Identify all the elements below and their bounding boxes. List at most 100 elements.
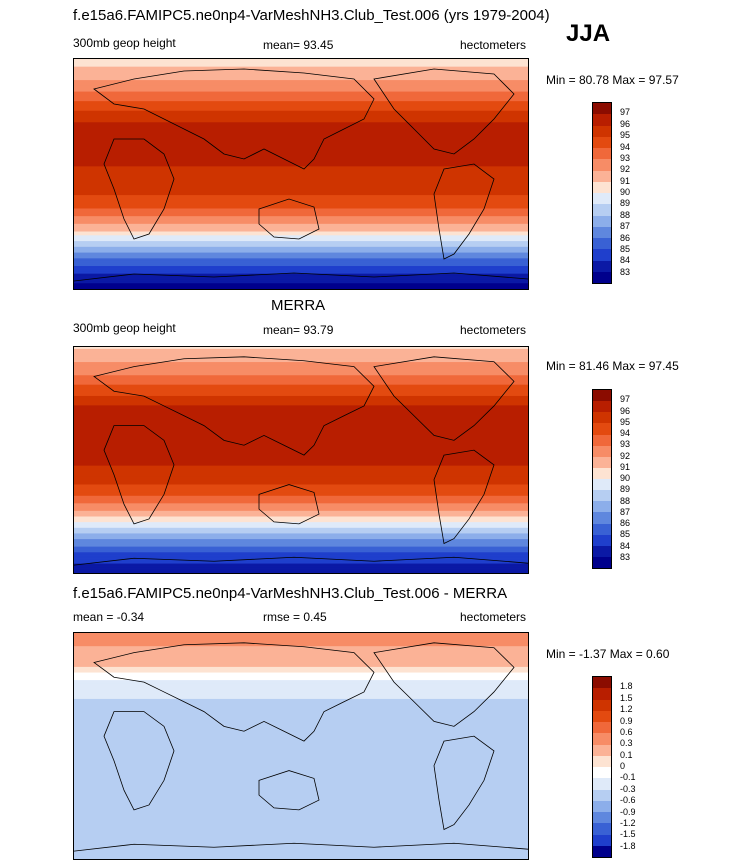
field-band (74, 537, 528, 540)
field-band (74, 510, 528, 514)
field-band (74, 461, 528, 465)
field-band (74, 633, 528, 636)
panel2-mean-label: mean= 93.79 (263, 323, 334, 337)
field-band (74, 99, 528, 102)
field-band (74, 93, 528, 97)
field-band (74, 456, 528, 459)
field-band (74, 87, 528, 91)
field-band (74, 730, 528, 734)
field-band (74, 693, 528, 696)
field-band (74, 91, 528, 95)
field-band (74, 484, 528, 487)
field-band (74, 409, 528, 412)
field-band (74, 762, 528, 766)
field-band (74, 666, 528, 670)
field-band (74, 248, 528, 252)
colorbar-swatch (593, 238, 611, 250)
field-band (74, 106, 528, 110)
field-band (74, 235, 528, 238)
coastline (373, 642, 515, 727)
field-band (74, 139, 528, 143)
field-band (74, 241, 528, 244)
field-band (74, 450, 528, 454)
field-band (74, 524, 528, 527)
field-band (74, 172, 528, 175)
field-band (74, 437, 528, 440)
field-band (74, 522, 528, 525)
field-band (74, 287, 528, 289)
colorbar-label: 85 (620, 529, 631, 540)
coastline (93, 68, 375, 170)
field-band (74, 70, 528, 74)
field-band (74, 170, 528, 173)
colorbar-swatch (593, 733, 611, 745)
field-band (74, 394, 528, 397)
field-band (74, 60, 528, 64)
field-band (74, 676, 528, 679)
field-band (74, 380, 528, 384)
field-band (74, 467, 528, 471)
colorbar-swatch (593, 677, 611, 689)
field-band (74, 365, 528, 369)
colorbar-swatch (593, 114, 611, 126)
colorbar-swatch (593, 789, 611, 801)
field-band (74, 753, 528, 757)
field-band (74, 695, 528, 698)
field-band (74, 659, 528, 662)
field-band (74, 826, 528, 830)
field-band (74, 151, 528, 154)
colorbar-swatch (593, 226, 611, 238)
field-band (74, 565, 528, 568)
field-band (74, 531, 528, 535)
colorbar-label: 84 (620, 540, 631, 551)
field-band (74, 267, 528, 271)
field-band (74, 665, 528, 668)
field-band (74, 794, 528, 798)
field-band (74, 520, 528, 523)
field-band (74, 689, 528, 692)
field-band (74, 358, 528, 361)
field-band (74, 214, 528, 217)
colorbar-label: -0.6 (620, 795, 636, 806)
field-band (74, 732, 528, 736)
field-band (74, 685, 528, 689)
field-band (74, 220, 528, 223)
field-band (74, 497, 528, 501)
field-band (74, 653, 528, 657)
field-band (74, 377, 528, 380)
field-band (74, 141, 528, 144)
field-band (74, 82, 528, 85)
coastline (103, 425, 175, 525)
field-band (74, 168, 528, 171)
panel3-title: f.e15a6.FAMIPC5.ne0np4-VarMeshNH3.Club_T… (73, 585, 508, 602)
field-band (74, 757, 528, 760)
field-band (74, 851, 528, 854)
colorbar-swatch (593, 688, 611, 700)
field-band (74, 810, 528, 813)
field-band (74, 648, 528, 651)
field-band (74, 749, 528, 753)
field-band (74, 670, 528, 674)
colorbar-label: 0.6 (620, 726, 633, 737)
field-band (74, 239, 528, 242)
field-band (74, 700, 528, 704)
colorbar-label: -0.1 (620, 772, 636, 783)
field-band (74, 691, 528, 694)
panel3-rmse-label: rmse = 0.45 (263, 610, 327, 624)
field-band (74, 651, 528, 655)
panel3-colorbar (592, 676, 612, 858)
field-band (74, 713, 528, 717)
field-band (74, 62, 528, 66)
field-band (74, 740, 528, 743)
field-band (74, 156, 528, 160)
field-band (74, 490, 528, 493)
field-band (74, 187, 528, 190)
field-band (74, 702, 528, 706)
field-band (74, 779, 528, 783)
field-band (74, 128, 528, 131)
field-band (74, 661, 528, 664)
field-band (74, 256, 528, 259)
field-band (74, 563, 528, 567)
field-band (74, 759, 528, 762)
field-band (74, 277, 528, 281)
